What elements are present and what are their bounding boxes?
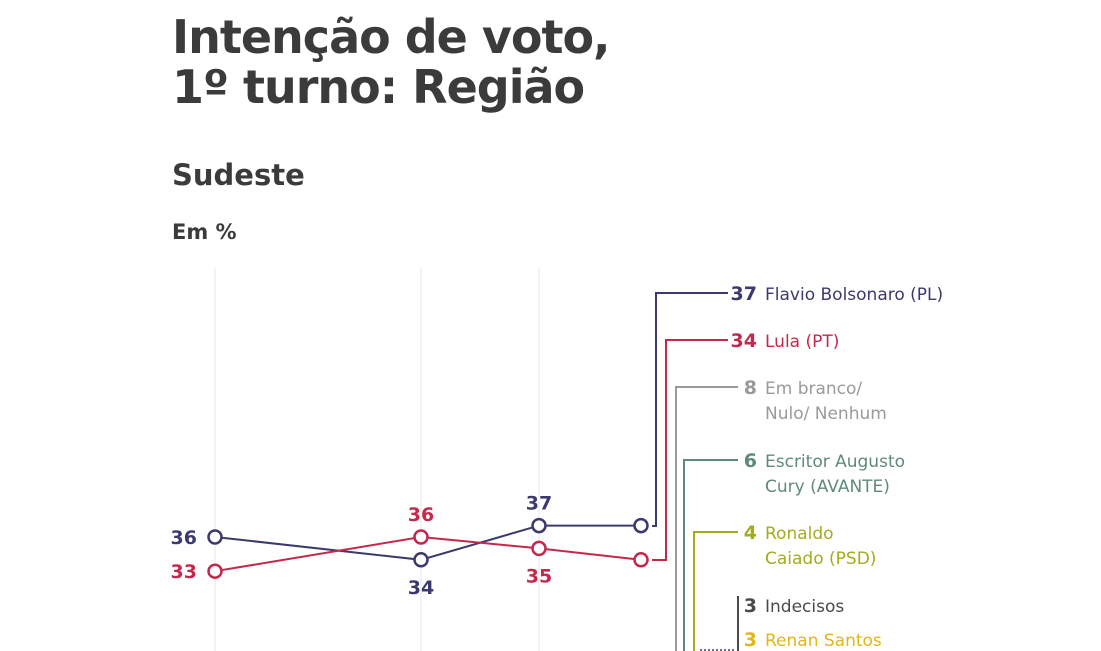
latest-label-3: Em branco/ <box>765 379 862 399</box>
latest-label-3-line2: Nulo/ Nenhum <box>765 404 887 424</box>
data-label-2-2: 36 <box>408 504 434 526</box>
chart-title-line2: 1º turno: Região <box>172 60 585 114</box>
data-label-2-1: 33 <box>171 561 197 583</box>
latest-value-7: 3 <box>744 629 757 651</box>
data-point-1-2 <box>413 552 429 568</box>
latest-label-2: Lula (PT) <box>765 332 839 352</box>
latest-label-6: Indecisos <box>765 597 844 617</box>
latest-label-1: Flavio Bolsonaro (PL) <box>765 285 943 305</box>
latest-label-5: Ronaldo <box>765 524 834 544</box>
data-label-1-1: 36 <box>171 527 197 549</box>
series-line-2 <box>214 535 642 573</box>
latest-label-4: Escritor Augusto <box>765 452 905 472</box>
connector-3 <box>675 386 738 651</box>
latest-value-5: 4 <box>744 522 757 544</box>
latest-value-2: 34 <box>731 330 757 352</box>
latest-value-4: 6 <box>744 450 757 472</box>
latest-label-7: Renan Santos <box>765 631 882 651</box>
latest-value-1: 37 <box>731 283 757 305</box>
unit-label: Em % <box>172 220 237 244</box>
data-point-1-3 <box>531 517 547 534</box>
latest-value-6: 3 <box>744 595 757 617</box>
chart-title-line1: Intenção de voto, <box>172 10 611 64</box>
data-point-1-4 <box>633 517 649 534</box>
data-label-2-3: 35 <box>526 565 552 587</box>
connector-1 <box>652 292 728 527</box>
data-point-2-2 <box>413 529 429 545</box>
data-point-2-4 <box>633 552 649 568</box>
data-point-2-1 <box>207 563 223 579</box>
data-label-1-3: 37 <box>526 493 552 515</box>
chart-title: Intenção de voto, 1º turno: Região <box>172 10 611 114</box>
data-label-1-2: 34 <box>408 577 434 599</box>
data-point-2-3 <box>531 540 547 557</box>
latest-value-3: 8 <box>744 377 757 399</box>
chart-subtitle: Sudeste <box>172 158 305 192</box>
connector-4 <box>683 459 738 651</box>
data-point-1-1 <box>207 529 223 545</box>
latest-label-4-line2: Cury (AVANTE) <box>765 477 890 497</box>
series-line-1 <box>214 524 641 561</box>
connector-5 <box>693 531 738 651</box>
connector-2 <box>652 339 728 561</box>
latest-label-5-line2: Caiado (PSD) <box>765 549 876 569</box>
